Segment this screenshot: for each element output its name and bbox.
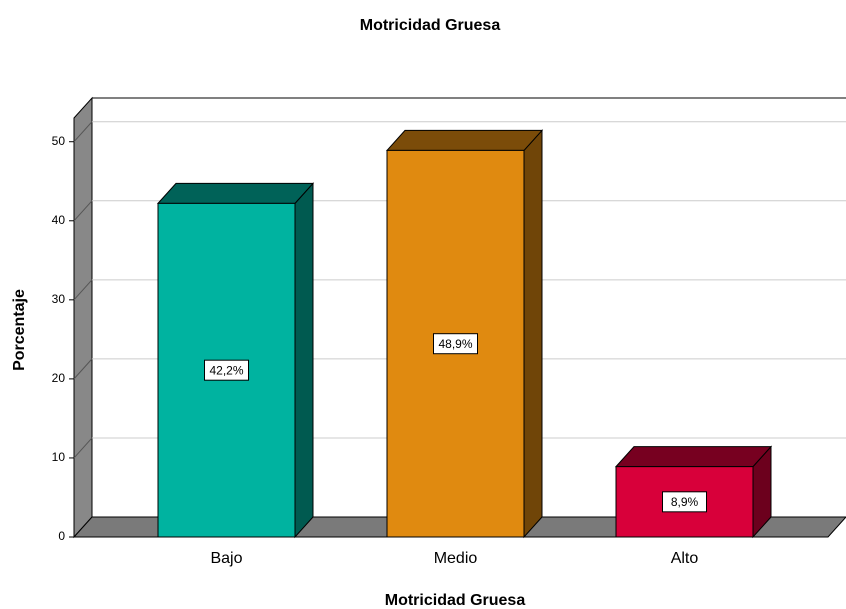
bar-top — [385, 129, 544, 151]
x-tick-label: Medio — [434, 550, 478, 567]
bar — [385, 129, 544, 539]
y-axis-label: Porcentaje — [11, 289, 28, 371]
x-tick-label: Bajo — [210, 550, 242, 567]
value-label: 48,9% — [438, 337, 472, 351]
bar — [614, 445, 773, 539]
y-tick-label: 0 — [58, 529, 65, 543]
value-label: 8,9% — [671, 495, 699, 509]
chart-title: Motricidad Gruesa — [360, 17, 501, 34]
bar-side — [294, 182, 314, 539]
x-axis-label: Motricidad Gruesa — [385, 592, 526, 609]
value-label-box — [204, 359, 249, 381]
y-tick-label: 40 — [52, 213, 66, 227]
wall-grid-line — [73, 121, 93, 143]
bar — [156, 182, 315, 539]
value-label: 42,2% — [209, 363, 243, 377]
value-label-box — [662, 491, 707, 513]
bar-top — [156, 182, 315, 204]
bar-top — [614, 446, 773, 468]
wall-grid-line — [73, 279, 93, 301]
left-wall — [73, 96, 93, 539]
x-tick-label: Alto — [671, 550, 699, 567]
wall-grid-line — [73, 437, 93, 459]
value-label-box — [433, 333, 478, 355]
y-tick-label: 50 — [52, 134, 66, 148]
y-tick-label: 20 — [52, 371, 66, 385]
wall-grid-line — [73, 358, 93, 380]
bar-side — [523, 129, 543, 539]
y-tick-label: 30 — [52, 292, 66, 306]
y-tick-label: 10 — [52, 450, 66, 464]
wall-grid-line — [73, 200, 93, 222]
